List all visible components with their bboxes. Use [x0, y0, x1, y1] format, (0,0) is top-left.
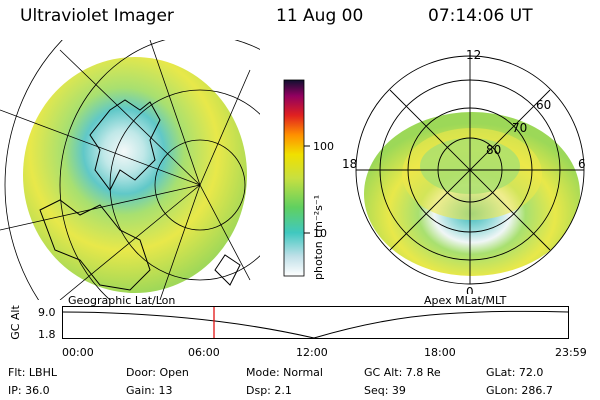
seq-readout: Seq: 39 — [364, 384, 406, 397]
mlt-label-18: 18 — [342, 157, 357, 171]
lat-label-80: 80 — [486, 143, 501, 157]
filter-readout: Flt: LBHL — [8, 366, 57, 379]
date-label: 11 Aug 00 — [276, 6, 364, 26]
time-tick-1800: 18:00 — [424, 346, 456, 359]
ip-readout: IP: 36.0 — [8, 384, 50, 397]
colorbar-tick-100: 100 — [313, 140, 334, 153]
time-tick-1200: 12:00 — [296, 346, 328, 359]
instrument-title: Ultraviolet Imager — [20, 6, 174, 26]
altitude-curve — [62, 310, 569, 339]
colorbar-unit-label: photon cm⁻²s⁻¹ — [312, 194, 325, 280]
gc-alt-axis-label: GC Alt — [8, 305, 22, 340]
door-readout: Door: Open — [126, 366, 189, 379]
glon-readout: GLon: 286.7 — [486, 384, 553, 397]
colorbar: 100 10 — [283, 79, 334, 277]
mlt-label-12: 12 — [466, 48, 481, 62]
geographic-panel-label: Geographic Lat/Lon — [68, 294, 176, 307]
time-tick-0000: 00:00 — [62, 346, 94, 359]
mlt-label-0: 0 — [466, 285, 474, 294]
gc-alt-tick-max: 9.0 — [38, 306, 56, 319]
time-tick-0600: 06:00 — [188, 346, 220, 359]
apex-panel-label: Apex MLat/MLT — [424, 294, 507, 307]
polar-plot: 12 18 6 0 60 70 80 — [342, 48, 586, 294]
time-label: 07:14:06 UT — [428, 6, 533, 26]
time-tick-2359: 23:59 — [555, 346, 587, 359]
coastline-canada — [39, 199, 151, 291]
dsp-readout: Dsp: 2.1 — [246, 384, 292, 397]
geographic-image — [0, 40, 260, 300]
altitude-timeline — [62, 306, 569, 339]
mode-readout: Mode: Normal — [246, 366, 323, 379]
lat-label-60: 60 — [536, 98, 551, 112]
colorbar-tick-10: 10 — [313, 227, 327, 240]
gc-alt-tick-min: 1.8 — [38, 328, 56, 341]
coastline-greenland — [89, 99, 161, 191]
mlt-label-6: 6 — [578, 157, 586, 171]
gc-alt-readout: GC Alt: 7.8 Re — [364, 366, 441, 379]
gain-readout: Gain: 13 — [126, 384, 173, 397]
colorbar-scale — [283, 79, 305, 277]
auroral-emission-left — [23, 57, 247, 293]
lat-label-70: 70 — [512, 121, 527, 135]
glat-readout: GLat: 72.0 — [486, 366, 544, 379]
